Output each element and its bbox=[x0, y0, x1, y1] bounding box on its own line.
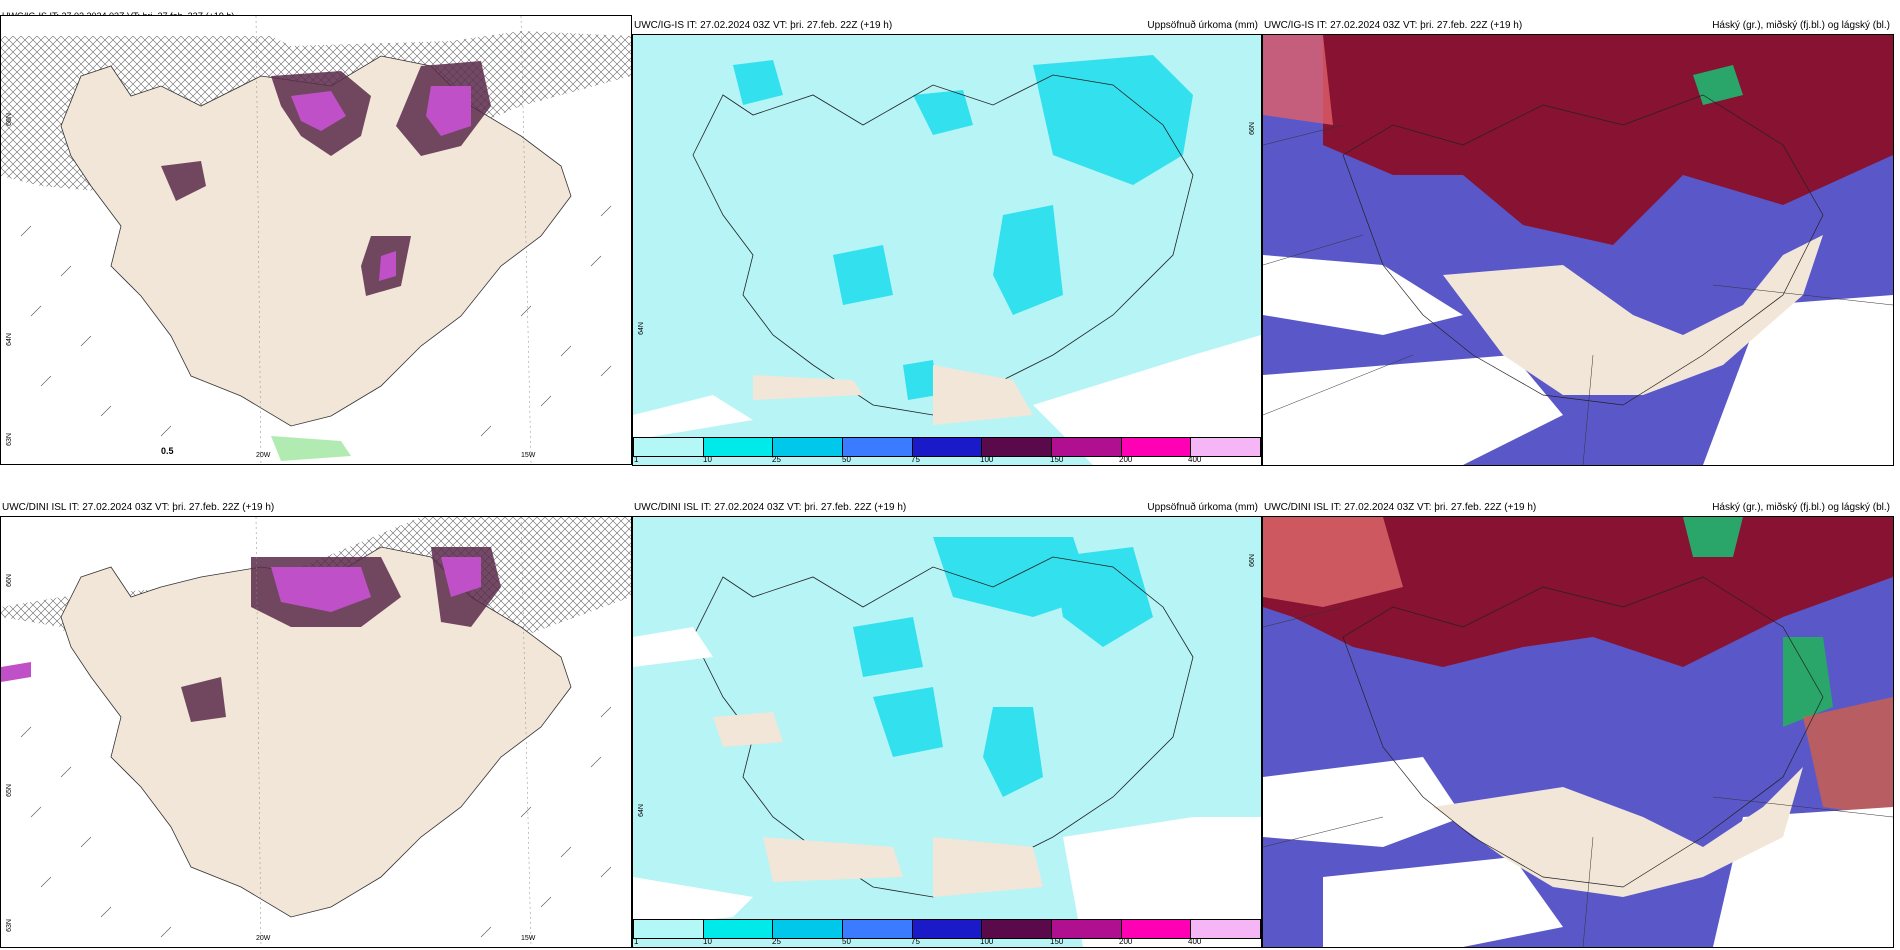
legend-tick: 100 bbox=[980, 455, 994, 464]
lat-label-2: 65N bbox=[5, 784, 13, 797]
legend-swatch bbox=[1121, 920, 1192, 938]
iceland-outline bbox=[692, 74, 1194, 416]
legend-tick: 10 bbox=[703, 455, 712, 464]
legend-tick: 150 bbox=[1050, 455, 1064, 464]
iceland-map bbox=[1, 16, 631, 464]
legend-swatch bbox=[1121, 438, 1192, 456]
legend-swatch bbox=[982, 438, 1053, 456]
legend-swatch bbox=[912, 920, 983, 938]
legend-ticks: 1 10 25 50 75 100 150 200 400 bbox=[633, 937, 1259, 947]
lat-label-2: 64N bbox=[637, 804, 645, 817]
legend-swatch bbox=[634, 920, 704, 938]
panel-header: UWC/DINI ISL IT: 27.02.2024 03Z VT: þri.… bbox=[2, 502, 275, 513]
legend-tick: 400 bbox=[1188, 937, 1202, 946]
lon-label-1: 20W bbox=[256, 935, 271, 942]
iceland-outline bbox=[692, 556, 1194, 898]
legend-tick: 1 bbox=[634, 937, 639, 946]
legend-tick: 200 bbox=[1119, 455, 1133, 464]
map-frame bbox=[1262, 516, 1894, 948]
panel-top-left: UWC/IG-IS IT: 27.02.2024 03Z VT: þri. 27… bbox=[0, 8, 632, 465]
lat-label-1: 66N bbox=[1249, 122, 1257, 135]
map-frame: 1 10 25 50 75 100 150 200 400 66N 64N bbox=[632, 34, 1262, 466]
legend-swatch bbox=[703, 438, 774, 456]
panel-bottom-right: UWC/DINI ISL IT: 27.02.2024 03Z VT: þri.… bbox=[1262, 490, 1894, 948]
precip-map bbox=[633, 35, 1261, 465]
lat-label-3: 63N bbox=[5, 433, 13, 446]
legend-swatch bbox=[1191, 438, 1261, 456]
legend-tick: 100 bbox=[980, 937, 994, 946]
iceland-map bbox=[1, 517, 631, 947]
legend-swatch bbox=[1052, 438, 1122, 456]
legend-swatch bbox=[1052, 920, 1122, 938]
legend-swatch bbox=[773, 920, 844, 938]
legend-swatch bbox=[982, 920, 1053, 938]
panel-header: UWC/DINI ISL IT: 27.02.2024 03Z VT: þri.… bbox=[1264, 502, 1537, 513]
lon-label-1: 20W bbox=[256, 452, 271, 459]
panel-header-right: Uppsöfnuð úrkoma (mm) bbox=[1147, 20, 1258, 31]
legend-tick: 1 bbox=[634, 455, 639, 464]
panel-header-right: Háský (gr.), miðský (fj.bl.) og lágský (… bbox=[1712, 20, 1890, 31]
precip-map bbox=[633, 517, 1261, 947]
legend-swatch bbox=[1191, 920, 1261, 938]
cloud-map bbox=[1263, 35, 1893, 465]
lat-label-1: 66N bbox=[5, 574, 13, 587]
cloud-map bbox=[1263, 517, 1893, 947]
legend-swatch bbox=[912, 438, 983, 456]
legend-tick: 10 bbox=[703, 937, 712, 946]
map-frame: 66N 65N 63N 20W 15W bbox=[0, 516, 632, 948]
legend-swatch bbox=[634, 438, 704, 456]
legend-tick: 75 bbox=[911, 455, 920, 464]
legend-tick: 150 bbox=[1050, 937, 1064, 946]
legend-ticks: 1 10 25 50 75 100 150 200 400 bbox=[633, 455, 1259, 465]
lat-label-1: 66N bbox=[5, 113, 13, 126]
iceland-outline bbox=[1342, 94, 1824, 406]
lon-label-2: 15W bbox=[521, 935, 536, 942]
legend-tick: 50 bbox=[842, 937, 851, 946]
legend-tick: 25 bbox=[772, 937, 781, 946]
legend-tick: 400 bbox=[1188, 455, 1202, 464]
legend-swatch bbox=[773, 438, 844, 456]
panel-header: UWC/IG-IS IT: 27.02.2024 03Z VT: þri. 27… bbox=[1264, 20, 1523, 31]
iceland-outline bbox=[1342, 576, 1824, 888]
value-label: 0.5 bbox=[161, 446, 174, 456]
legend-tick: 75 bbox=[911, 937, 920, 946]
legend-tick: 50 bbox=[842, 455, 851, 464]
panel-header-right: Háský (gr.), miðský (fj.bl.) og lágský (… bbox=[1712, 502, 1890, 513]
lat-label-2: 64N bbox=[5, 333, 13, 346]
lat-label-2: 64N bbox=[637, 322, 645, 335]
map-frame: 1 10 25 50 75 100 150 200 400 66N 64N bbox=[632, 516, 1262, 948]
panel-bottom-middle: UWC/DINI ISL IT: 27.02.2024 03Z VT: þri.… bbox=[632, 490, 1262, 948]
legend-tick: 200 bbox=[1119, 937, 1133, 946]
panel-header-right: Uppsöfnuð úrkoma (mm) bbox=[1147, 502, 1258, 513]
panel-top-right: UWC/IG-IS IT: 27.02.2024 03Z VT: þri. 27… bbox=[1262, 8, 1894, 466]
precip-legend bbox=[633, 919, 1261, 939]
precip-legend bbox=[633, 437, 1261, 457]
panel-header: UWC/DINI ISL IT: 27.02.2024 03Z VT: þri.… bbox=[634, 502, 907, 513]
legend-tick: 25 bbox=[772, 455, 781, 464]
panel-bottom-left: UWC/DINI ISL IT: 27.02.2024 03Z VT: þri.… bbox=[0, 490, 632, 948]
legend-swatch bbox=[703, 920, 774, 938]
panel-top-middle: UWC/IG-IS IT: 27.02.2024 03Z VT: þri. 27… bbox=[632, 8, 1262, 466]
lat-label-1: 66N bbox=[1249, 554, 1257, 567]
lat-label-3: 63N bbox=[5, 919, 13, 932]
legend-swatch bbox=[843, 438, 913, 456]
map-frame bbox=[1262, 34, 1894, 466]
lon-label-2: 15W bbox=[521, 452, 536, 459]
panel-header: UWC/IG-IS IT: 27.02.2024 03Z VT: þri. 27… bbox=[634, 20, 893, 31]
legend-swatch bbox=[843, 920, 913, 938]
map-frame: 66N 64N 63N 20W 15W 0.5 bbox=[0, 15, 632, 465]
